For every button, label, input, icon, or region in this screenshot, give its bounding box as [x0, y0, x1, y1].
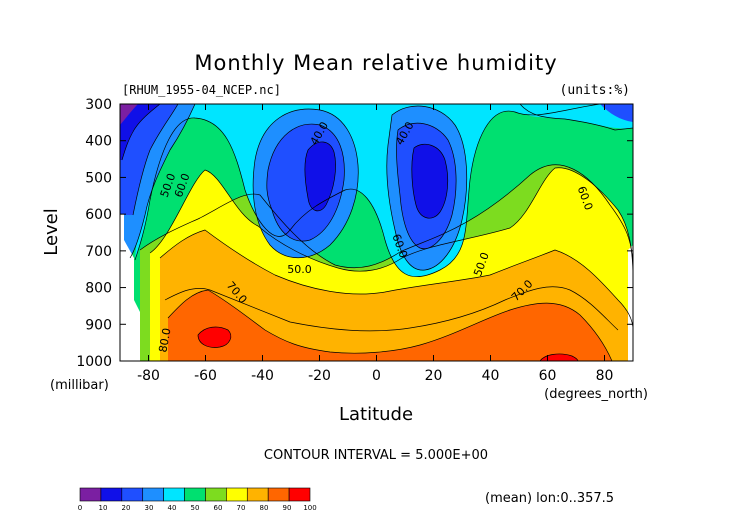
colorbar-label: 10 [99, 504, 108, 512]
x-tick-label: -20 [308, 368, 331, 384]
colorbar-swatch [163, 487, 185, 502]
band-south-upper-2 [120, 104, 178, 215]
contour-lines [121, 104, 633, 361]
x-unit-label: (degrees_north) [544, 387, 648, 402]
band-south-upper-4 [120, 104, 138, 125]
y-tick-label: 600 [85, 207, 112, 223]
contour-interval: CONTOUR INTERVAL = 5.000E+00 [264, 448, 488, 463]
contour-line [134, 104, 601, 278]
contour-line [411, 143, 449, 219]
y-tick-label: 800 [85, 281, 112, 297]
colorbar-label: 90 [283, 504, 292, 512]
colorbar-swatch [121, 487, 144, 502]
contour-line [304, 141, 336, 212]
contour-line [396, 122, 457, 250]
colorbar-label: 80 [260, 504, 269, 512]
y-unit-label: (millibar) [50, 378, 109, 393]
file-label: [RHUM_1955-04_NCEP.nc] [122, 83, 281, 97]
y-tick-label: 300 [85, 97, 112, 113]
contour-label: 50.0 [287, 263, 312, 276]
units-label: (units:%) [560, 83, 630, 98]
colorbar-label: 50 [191, 504, 200, 512]
contour-line [159, 229, 633, 331]
x-tick-label: 20 [425, 368, 443, 384]
colorbar-label: 20 [122, 504, 131, 512]
colorbar-swatch [100, 487, 123, 502]
x-tick-label: -40 [251, 368, 274, 384]
contour-line [149, 167, 633, 281]
contour-line [266, 123, 345, 242]
colorbar-swatch [288, 487, 311, 502]
x-tick-label: 40 [482, 368, 500, 384]
band-north-upper [520, 104, 633, 129]
colorbar-label: 0 [78, 504, 82, 512]
chart-title: Monthly Mean relative humidity [194, 51, 557, 75]
x-tick-label: 60 [539, 368, 557, 384]
x-tick-label: -80 [137, 368, 160, 384]
x-tick-label: -60 [194, 368, 217, 384]
colorbar-label: 70 [237, 504, 246, 512]
contour-label: 80.0 [156, 327, 173, 353]
y-tick-label: 400 [85, 134, 112, 150]
colorbar: 0 10 20 30 40 50 60 70 80 90 100 [78, 487, 317, 512]
colorbar-swatch [142, 487, 164, 502]
contour-line [386, 105, 468, 271]
contour-line [129, 104, 196, 259]
band-south-upper-3 [120, 104, 160, 160]
missing-sliver [628, 245, 633, 361]
contour-line [539, 353, 579, 361]
colorbar-label: 100 [303, 504, 316, 512]
x-tick-label: 80 [596, 368, 614, 384]
colorbar-label: 40 [168, 504, 177, 512]
band-80 [168, 290, 612, 361]
contour-line [252, 108, 359, 258]
contour-line [519, 104, 633, 131]
contour-line [197, 326, 232, 348]
contour-field: 40.0 40.050.060.050.060.050.060.070.0 70.0… [120, 104, 633, 361]
contour-line [139, 164, 633, 271]
y-tick-label: 700 [85, 244, 112, 260]
footer-note: (mean) lon:0..357.5 [485, 491, 614, 506]
band-35-north [411, 144, 448, 219]
x-axis-label: Latitude [339, 404, 413, 425]
band-north-upper-2 [600, 104, 633, 122]
y-tick-label: 900 [85, 317, 112, 333]
y-tick-label: 1000 [76, 354, 112, 370]
colorbar-swatch [226, 487, 248, 502]
contour-line [121, 104, 161, 161]
colorbar-swatch [79, 487, 102, 502]
band-50 [135, 104, 600, 277]
contour-line [164, 286, 619, 332]
y-tick-label: 500 [85, 170, 112, 186]
colorbar-label: 60 [214, 504, 223, 512]
band-35 [304, 141, 336, 211]
contour-line [167, 289, 613, 361]
colorbar-swatch [205, 487, 227, 502]
contour-line [132, 104, 179, 216]
axes: -80 -60 -40 -20 0 20 40 60 80 300 400 500 600 700 800 9… [76, 97, 633, 384]
colorbar-swatch [267, 487, 290, 502]
colorbar-label: 30 [145, 504, 154, 512]
colorbar-swatch [246, 487, 269, 502]
y-axis-label: Level [41, 208, 62, 256]
x-tick-label: 0 [372, 368, 381, 384]
colorbar-swatch [184, 487, 206, 502]
